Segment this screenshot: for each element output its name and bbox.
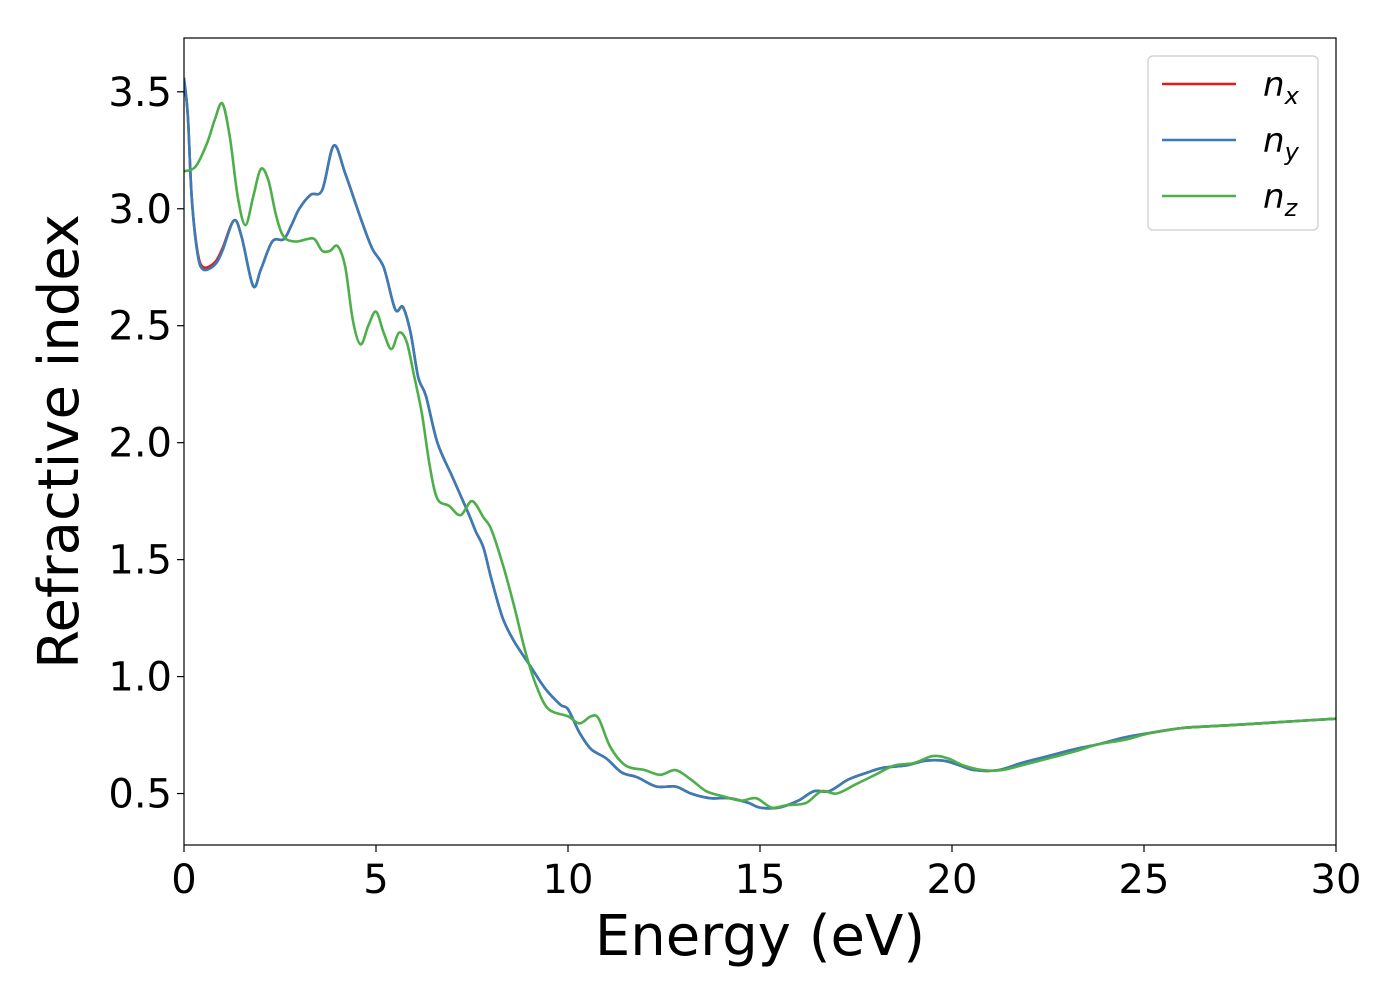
x-tick-label: 10 <box>543 857 594 903</box>
x-tick-label: 25 <box>1119 857 1170 903</box>
y-tick-label: 1.0 <box>108 655 172 701</box>
legend: nx ny nz <box>1147 55 1319 231</box>
y-axis-title: Refractive index <box>27 214 92 669</box>
plot-series-group <box>184 77 1336 810</box>
x-tick-label: 30 <box>1311 857 1362 903</box>
y-tick-label: 1.5 <box>108 538 172 584</box>
x-axis-ticks: 0 5 10 15 20 25 30 <box>171 845 1361 903</box>
legend-label-n-z: nz <box>1263 177 1299 222</box>
y-axis-ticks: 0.5 1.0 1.5 2.0 2.5 3.0 3.5 <box>108 70 184 818</box>
x-tick-label: 20 <box>927 857 978 903</box>
x-tick-label: 15 <box>735 857 786 903</box>
series-line-n-z <box>184 101 1336 810</box>
y-tick-label: 2.0 <box>108 421 172 467</box>
legend-box <box>1147 55 1319 231</box>
legend-label-n-y: ny <box>1263 121 1300 166</box>
x-tick-label: 0 <box>171 857 196 903</box>
x-tick-label: 5 <box>363 857 388 903</box>
y-tick-label: 2.5 <box>108 304 172 350</box>
y-tick-label: 0.5 <box>108 772 172 818</box>
x-axis-title: Energy (eV) <box>595 904 925 969</box>
y-tick-label: 3.0 <box>108 187 172 233</box>
y-tick-label: 3.5 <box>108 70 172 116</box>
legend-label-n-x: nx <box>1263 65 1300 110</box>
